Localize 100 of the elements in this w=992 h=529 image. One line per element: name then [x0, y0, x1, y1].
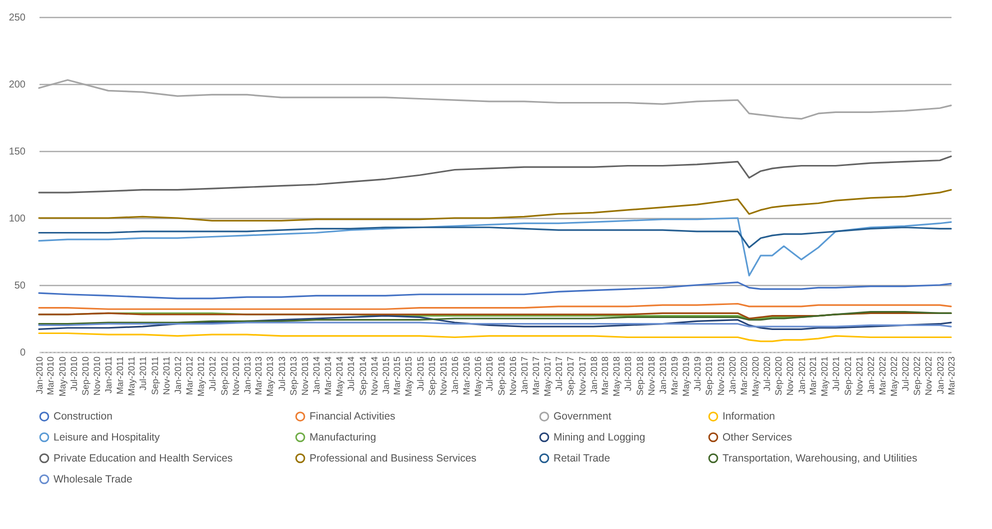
y-tick-label: 50 [14, 280, 26, 292]
line-series [38, 315, 952, 330]
legend-label: Transportation, Warehousing, and Utilities [722, 452, 918, 464]
x-tick-label: Jan-2022 [866, 356, 876, 394]
x-tick-label: Sep-2019 [704, 356, 714, 396]
x-tick-label: Mar-2013 [254, 356, 264, 396]
x-tick-label: Mar-2012 [184, 356, 194, 396]
x-tick-label: Sep-2012 [219, 356, 230, 396]
x-tick-label: Mar-2011 [114, 356, 125, 394]
x-tick-label: Mar-2015 [392, 356, 402, 396]
x-tick-label: Jul-2010 [68, 356, 79, 392]
x-tick-label: Jan-2012 [173, 356, 183, 394]
x-tick-label: Nov-2015 [438, 356, 449, 396]
x-tick-label: Nov-2017 [577, 356, 588, 396]
x-tick-label: Jul-2016 [484, 356, 495, 392]
x-tick-label: Nov-2021 [854, 356, 864, 396]
x-tick-label: Mar-2010 [46, 356, 56, 396]
x-tick-label: May-2013 [265, 356, 276, 397]
legend-label: Other Services [722, 431, 792, 444]
legend-label: Government [554, 410, 612, 423]
x-tick-label: May-2014 [334, 356, 344, 397]
x-tick-label: Sep-2015 [427, 356, 438, 396]
legend-label: Manufacturing [310, 431, 376, 444]
x-tick-label: Mar-2017 [530, 356, 541, 396]
x-tick-label: Jul-2020 [762, 356, 772, 392]
x-tick-label: Jul-2015 [415, 356, 426, 392]
y-tick-label: 0 [20, 348, 26, 358]
legend-label: Financial Activities [310, 410, 396, 423]
y-tick-label: 200 [8, 80, 26, 90]
x-tick-label: May-2010 [57, 356, 68, 397]
x-tick-label: May-2022 [888, 356, 899, 397]
x-tick-label: May-2017 [542, 356, 552, 397]
x-tick-label: Sep-2010 [80, 356, 91, 396]
x-tick-label: Sep-2017 [566, 356, 576, 396]
line-series [38, 79, 952, 120]
x-tick-label: Sep-2018 [634, 356, 645, 396]
x-tick-label: Nov-2010 [92, 356, 102, 396]
x-tick-label: Jan-2010 [34, 356, 44, 394]
x-tick-label: Mar-2018 [600, 356, 610, 396]
x-tick-label: Jul-2011 [138, 356, 148, 390]
y-tick-label: 250 [8, 12, 26, 24]
x-tick-label: Mar-2020 [738, 356, 749, 396]
line-series [38, 226, 952, 248]
x-tick-label: May-2016 [473, 356, 484, 397]
x-tick-label: Mar-2023 [946, 356, 956, 396]
x-tick-label: Sep-2016 [496, 356, 506, 396]
x-tick-label: Jan-2016 [450, 356, 460, 394]
legend-label: Professional and Business Services [310, 452, 476, 464]
legend-label: Mining and Logging [554, 431, 646, 444]
x-tick-label: Jan-2013 [242, 356, 252, 394]
x-tick-label: Nov-2013 [300, 356, 310, 396]
x-tick-label: Jan-2014 [312, 356, 322, 394]
y-tick-label: 100 [8, 214, 26, 224]
x-tick-label: Jul-2013 [276, 356, 287, 392]
legend-label: Wholesale Trade [54, 473, 132, 486]
x-tick-label: Jan-2011 [104, 356, 114, 394]
x-tick-label: Jul-2017 [554, 356, 564, 392]
x-tick-label: Mar-2019 [669, 356, 680, 396]
line-series [38, 282, 952, 300]
x-tick-label: Sep-2013 [288, 356, 299, 396]
x-tick-label: Sep-2022 [912, 356, 922, 396]
x-tick-label: Jul-2018 [623, 356, 634, 392]
line-series [38, 332, 952, 342]
x-tick-label: Jul-2019 [692, 356, 702, 392]
x-tick-label: Mar-2021 [808, 356, 818, 396]
x-tick-label: Nov-2019 [716, 356, 726, 396]
x-tick-label: Sep-2021 [842, 356, 853, 396]
x-tick-label: Jan-2019 [658, 356, 668, 394]
x-tick-label: May-2018 [612, 356, 622, 397]
x-tick-label: May-2012 [196, 356, 206, 397]
x-tick-label: May-2011 [126, 356, 137, 396]
x-tick-label: May-2020 [750, 356, 760, 397]
legend-label: Information [722, 410, 776, 423]
x-tick-label: Jan-2021 [796, 356, 807, 394]
x-tick-label: Jul-2021 [831, 356, 842, 392]
line-series [38, 189, 952, 222]
x-tick-label: Jan-2017 [520, 356, 530, 394]
y-tick-label: 150 [8, 146, 26, 158]
x-tick-label: May-2021 [820, 356, 830, 397]
x-tick-label: Nov-2012 [230, 356, 241, 396]
x-tick-label: Jul-2014 [346, 356, 356, 392]
x-tick-label: Sep-2014 [358, 356, 368, 396]
line-series [38, 156, 952, 194]
x-tick-label: Jul-2022 [900, 356, 910, 392]
x-tick-label: Mar-2014 [322, 356, 333, 396]
legend-label: Leisure and Hospitality [54, 431, 160, 444]
x-tick-label: Nov-2014 [369, 356, 380, 396]
legend-label: Retail Trade [554, 452, 610, 464]
x-tick-label: Jul-2012 [208, 356, 218, 392]
line-series [38, 217, 952, 276]
x-tick-label: May-2019 [680, 356, 691, 397]
line-series [38, 311, 952, 325]
x-tick-label: Nov-2018 [646, 356, 657, 396]
x-tick-label: Nov-2011 [161, 356, 172, 395]
x-tick-label: Jan-2018 [588, 356, 599, 394]
x-tick-label: Mar-2016 [462, 356, 472, 396]
x-tick-label: Jan-2023 [935, 356, 946, 394]
x-tick-label: Nov-2020 [785, 356, 796, 396]
x-tick-label: Nov-2016 [508, 356, 518, 396]
x-tick-label: Nov-2022 [924, 356, 934, 396]
